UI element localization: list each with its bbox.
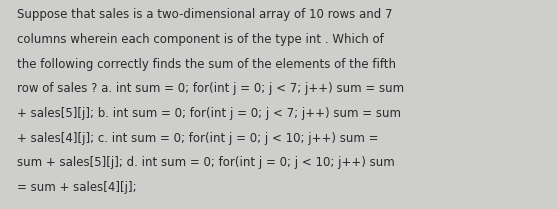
Text: row of sales ? a. int sum = 0; for(int j = 0; j < 7; j++) sum = sum: row of sales ? a. int sum = 0; for(int j… [17, 82, 404, 95]
Text: the following correctly finds the sum of the elements of the fifth: the following correctly finds the sum of… [17, 58, 396, 71]
Text: + sales[4][j]; c. int sum = 0; for(int j = 0; j < 10; j++) sum =: + sales[4][j]; c. int sum = 0; for(int j… [17, 132, 378, 145]
Text: = sum + sales[4][j];: = sum + sales[4][j]; [17, 181, 136, 194]
Text: Suppose that sales is a two-dimensional array of 10 rows and 7: Suppose that sales is a two-dimensional … [17, 8, 392, 21]
Text: columns wherein each component is of the type int . Which of: columns wherein each component is of the… [17, 33, 383, 46]
Text: sum + sales[5][j]; d. int sum = 0; for(int j = 0; j < 10; j++) sum: sum + sales[5][j]; d. int sum = 0; for(i… [17, 156, 395, 169]
Text: + sales[5][j]; b. int sum = 0; for(int j = 0; j < 7; j++) sum = sum: + sales[5][j]; b. int sum = 0; for(int j… [17, 107, 401, 120]
